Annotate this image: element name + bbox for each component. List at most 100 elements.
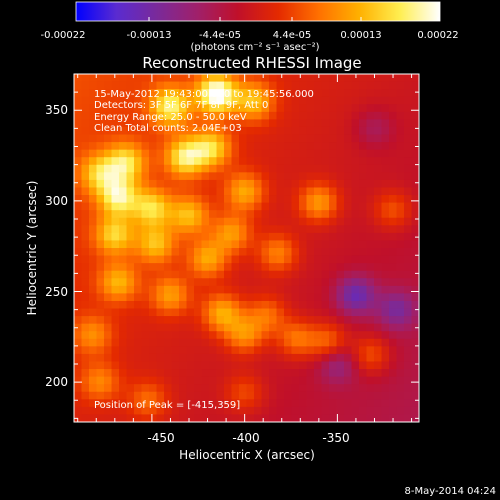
heatmap-cell xyxy=(224,164,232,173)
heatmap-cell xyxy=(224,157,232,166)
heatmap-cell xyxy=(389,104,397,113)
heatmap-cell xyxy=(104,338,112,347)
heatmap-cell xyxy=(216,369,225,378)
heatmap-cell xyxy=(119,391,127,400)
info-energy-range: Energy Range: 25.0 - 50.0 keV xyxy=(94,112,247,123)
colorbar-tick-label: 0.00013 xyxy=(340,30,381,41)
heatmap-cell xyxy=(321,270,330,279)
heatmap-cell xyxy=(381,164,390,173)
heatmap-cell xyxy=(224,149,232,158)
heatmap-cell xyxy=(411,331,420,340)
heatmap-cell xyxy=(119,263,127,272)
heatmap-cell xyxy=(231,172,240,181)
heatmap-cell xyxy=(381,134,390,143)
heatmap-cell xyxy=(224,195,232,204)
heatmap-cell xyxy=(329,81,337,90)
heatmap-cell xyxy=(314,195,322,204)
heatmap-cell xyxy=(194,187,202,196)
heatmap-cell xyxy=(134,187,142,196)
heatmap-cell xyxy=(179,353,187,362)
heatmap-cell xyxy=(74,89,82,98)
heatmap-cell xyxy=(396,278,405,287)
heatmap-cell xyxy=(89,104,97,113)
heatmap-cell xyxy=(216,278,225,287)
heatmap-cell xyxy=(276,217,285,226)
heatmap-cell xyxy=(239,119,247,128)
heatmap-cell xyxy=(321,263,330,272)
heatmap-cell xyxy=(396,293,405,302)
heatmap-cell xyxy=(351,300,360,309)
heatmap-cell xyxy=(156,353,165,362)
heatmap-cell xyxy=(396,406,405,415)
heatmap-cell xyxy=(329,74,337,82)
heatmap-cell xyxy=(291,149,300,158)
heatmap-cell xyxy=(276,300,285,309)
heatmap-cell xyxy=(111,134,120,143)
heatmap-cell xyxy=(126,384,135,393)
heatmap-cell xyxy=(284,248,292,256)
heatmap-cell xyxy=(254,331,262,340)
x-tick-label: -350 xyxy=(322,431,349,445)
heatmap-cell xyxy=(171,134,180,143)
heatmap-cell xyxy=(209,104,217,113)
heatmap-cell xyxy=(149,81,157,90)
heatmap-cell xyxy=(374,111,382,120)
heatmap-cell xyxy=(396,179,405,188)
heatmap-cell xyxy=(344,323,352,332)
heatmap-cell xyxy=(389,126,397,135)
heatmap-cell xyxy=(389,391,397,400)
heatmap-cell xyxy=(126,81,135,90)
heatmap-cell xyxy=(81,104,90,113)
heatmap-cell xyxy=(389,232,397,241)
heatmap-cell xyxy=(336,406,345,415)
heatmap-cell xyxy=(381,89,390,98)
heatmap-cell xyxy=(254,217,262,226)
heatmap-cell xyxy=(134,361,142,370)
heatmap-cell xyxy=(239,406,247,415)
heatmap-cell xyxy=(269,308,277,317)
heatmap-cell xyxy=(336,331,345,340)
heatmap-cell xyxy=(411,376,420,385)
heatmap-cell xyxy=(194,195,202,204)
heatmap-cell xyxy=(411,399,420,408)
heatmap-cell xyxy=(149,149,157,158)
heatmap-cell xyxy=(344,96,352,105)
heatmap-cell xyxy=(299,81,307,90)
heatmap-cell xyxy=(231,346,240,355)
heatmap-cell xyxy=(284,270,292,279)
heatmap-cell xyxy=(314,240,322,249)
heatmap-cell xyxy=(164,308,172,317)
heatmap-cell xyxy=(276,119,285,128)
heatmap-cell xyxy=(179,361,187,370)
heatmap-cell xyxy=(179,172,187,181)
heatmap-cell xyxy=(374,96,382,105)
heatmap-cell xyxy=(336,316,345,325)
heatmap-cell xyxy=(246,414,255,423)
heatmap-cell xyxy=(186,331,195,340)
heatmap-cell xyxy=(126,376,135,385)
heatmap-cell xyxy=(381,308,390,317)
heatmap-cell xyxy=(194,414,202,423)
heatmap-cell xyxy=(321,202,330,211)
heatmap-cell xyxy=(314,172,322,181)
heatmap-cell xyxy=(261,369,270,378)
heatmap-cell xyxy=(216,331,225,340)
heatmap-cell xyxy=(299,111,307,120)
heatmap-cell xyxy=(366,232,375,241)
heatmap-cell xyxy=(276,210,285,219)
heatmap-cell xyxy=(351,172,360,181)
heatmap-cell xyxy=(104,217,112,226)
heatmap-cell xyxy=(216,353,225,362)
heatmap-cell xyxy=(261,278,270,287)
heatmap-cell xyxy=(119,104,127,113)
heatmap-cell xyxy=(396,369,405,378)
heatmap-cell xyxy=(351,126,360,135)
heatmap-cell xyxy=(329,126,337,135)
heatmap-cell xyxy=(89,331,97,340)
heatmap-cell xyxy=(374,217,382,226)
heatmap-cell xyxy=(366,111,375,120)
heatmap-cell xyxy=(396,346,405,355)
heatmap-cell xyxy=(246,210,255,219)
heatmap-cell xyxy=(216,263,225,272)
heatmap-cell xyxy=(276,285,285,294)
